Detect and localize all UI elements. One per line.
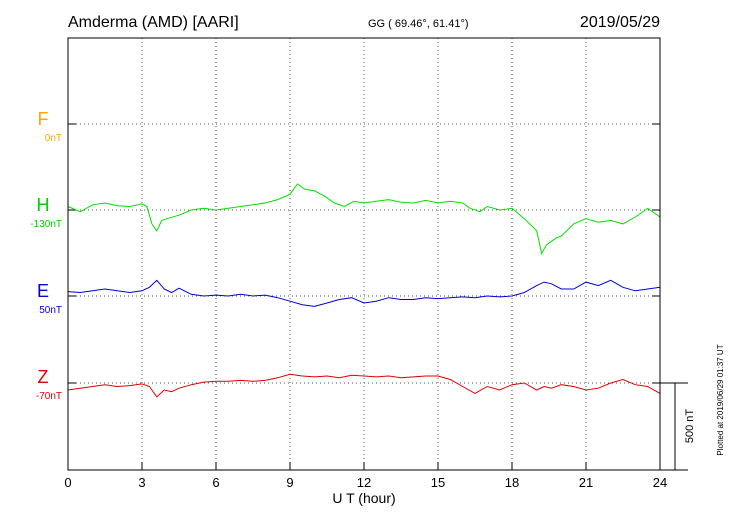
- x-axis-ticks: 0 3 6 9 12 15 18 21 24: [64, 462, 667, 490]
- component-labels: F 0nT H -130nT E 50nT Z -70nT: [30, 109, 62, 402]
- label-z: Z: [38, 367, 49, 387]
- label-e: E: [37, 281, 49, 301]
- x-tick-label: 12: [357, 475, 371, 490]
- baseline-z: -70nT: [36, 391, 62, 402]
- scale-bar-label: 500 nT: [684, 409, 696, 444]
- x-tick-label: 6: [212, 475, 219, 490]
- x-tick-label: 9: [286, 475, 293, 490]
- x-axis-label: U T (hour): [332, 490, 395, 506]
- x-tick-label: 3: [138, 475, 145, 490]
- label-h: H: [37, 195, 50, 215]
- plotted-timestamp: Plotted at 2019/06/29 01:37 UT: [716, 344, 725, 455]
- baseline-e: 50nT: [39, 305, 62, 316]
- date-label: 2019/05/29: [580, 14, 660, 31]
- series-lines: [67, 183, 661, 398]
- x-tick-label: 0: [64, 475, 71, 490]
- x-tick-label: 15: [431, 475, 445, 490]
- x-tick-label: 21: [579, 475, 593, 490]
- label-f: F: [38, 109, 49, 129]
- series-line-h: [67, 183, 661, 255]
- x-tick-label: 24: [653, 475, 667, 490]
- geo-coordinates: GG ( 69.46°, 61.41°): [368, 18, 469, 30]
- station-title: Amderma (AMD) [AARI]: [68, 14, 239, 31]
- baseline-h: -130nT: [30, 219, 62, 230]
- baseline-f: 0nT: [45, 133, 62, 144]
- series-line-z: [67, 373, 661, 398]
- scale-bar: 500 nT: [660, 382, 696, 471]
- x-tick-label: 18: [505, 475, 519, 490]
- grid-lines: [68, 38, 660, 470]
- series-line-e: [67, 279, 661, 307]
